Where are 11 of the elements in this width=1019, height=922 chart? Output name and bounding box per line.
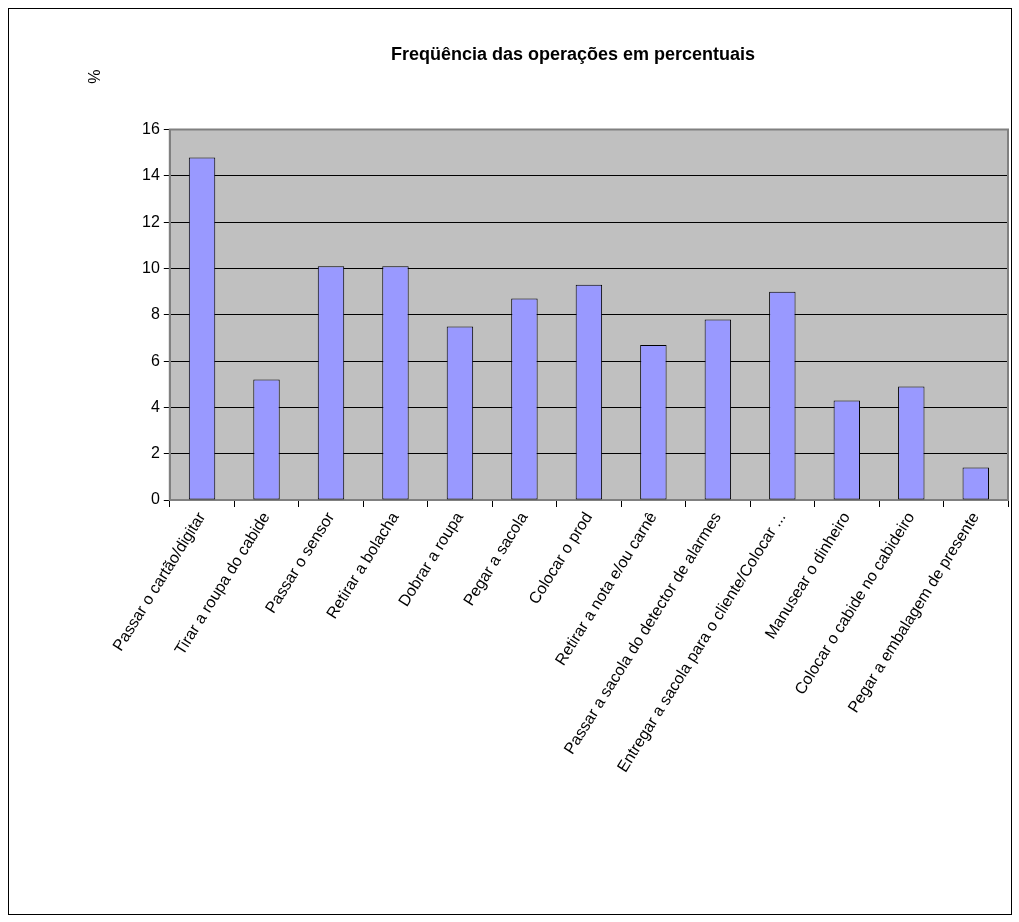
y-axis-title: % (86, 69, 104, 84)
y-tick-label: 0 (150, 490, 160, 508)
y-tick-label: 16 (142, 120, 160, 138)
y-tick-label: 6 (150, 351, 160, 369)
y-tick-label: 12 (142, 212, 160, 230)
y-tick-label: 4 (150, 397, 160, 415)
y-tick-label: 14 (142, 166, 160, 184)
y-tick-label: 2 (150, 444, 160, 462)
y-tick-label: 8 (150, 305, 160, 323)
chart-title: Freqüência das operações em percentuais (390, 43, 756, 64)
y-tick-label: 10 (142, 258, 160, 276)
